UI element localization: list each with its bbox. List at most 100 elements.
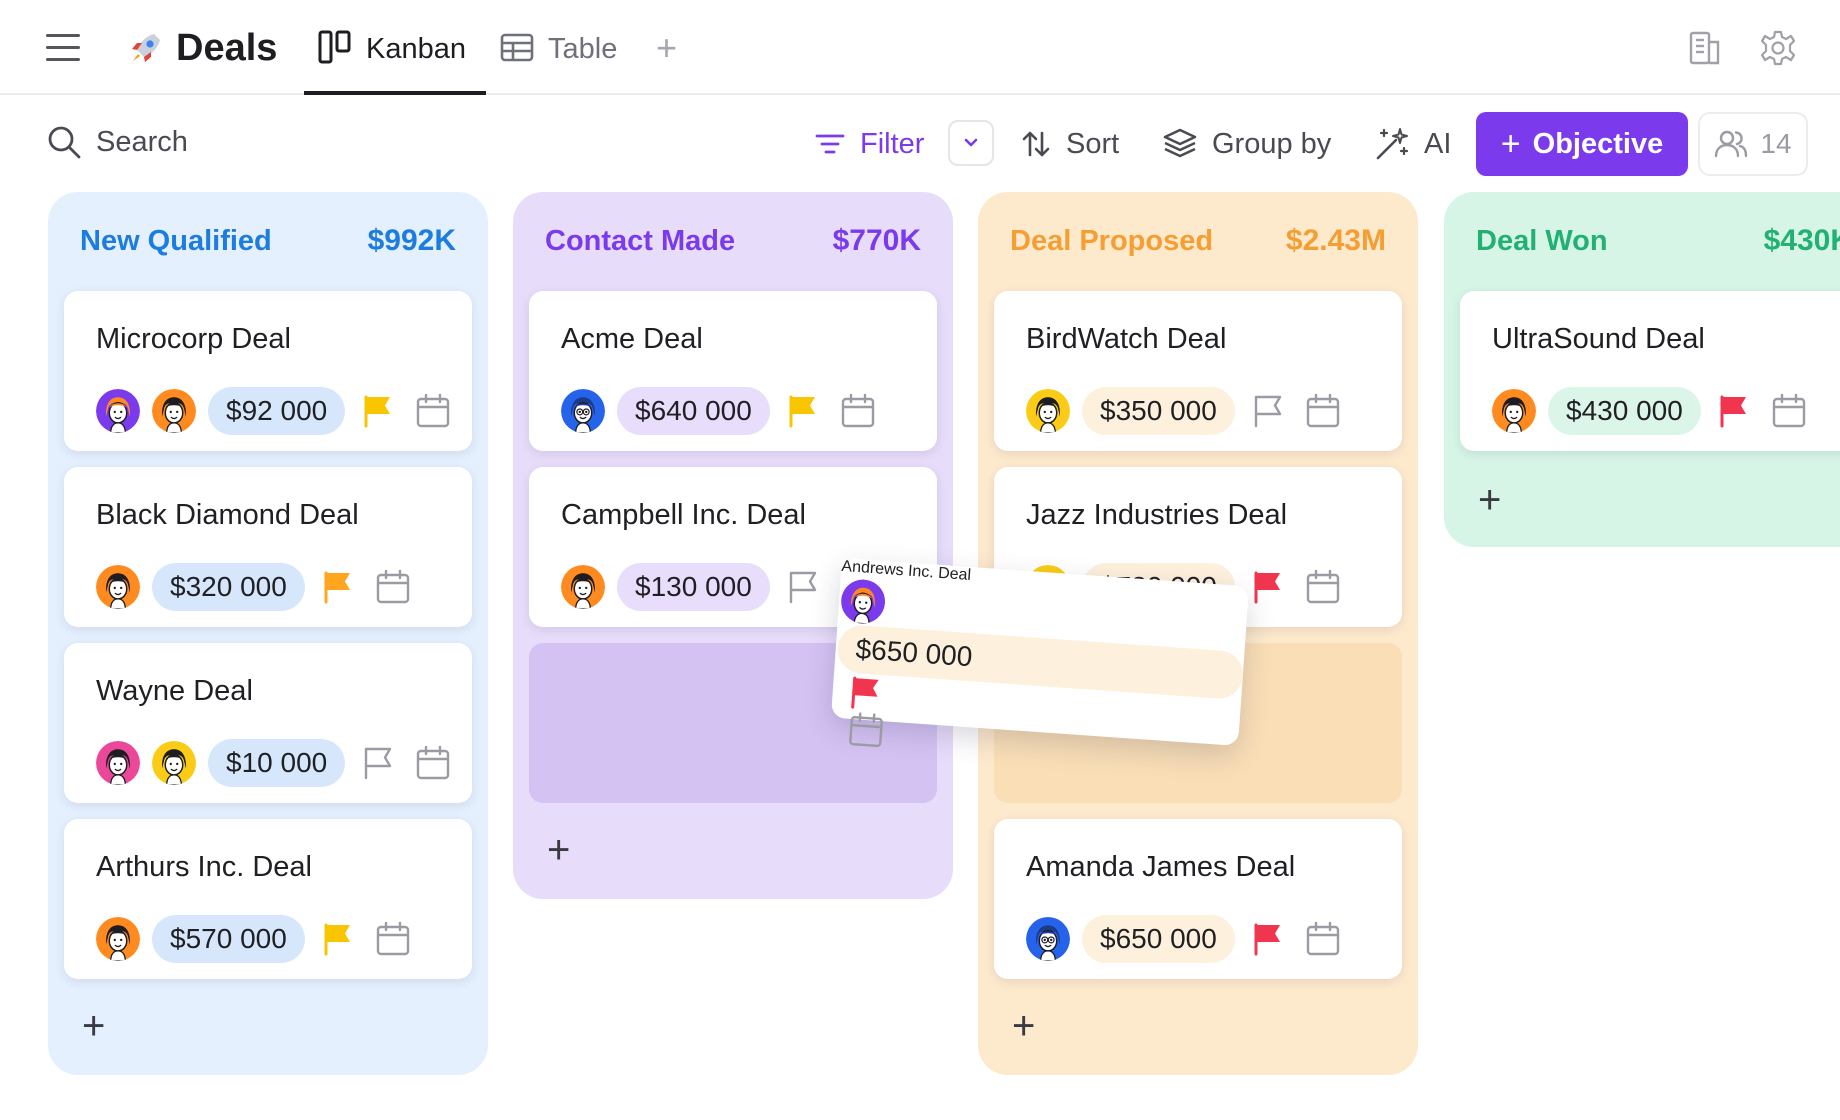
calendar-icon[interactable]: [375, 921, 411, 957]
tab-label: Kanban: [366, 33, 466, 65]
avatar: [837, 575, 889, 628]
calendar-icon[interactable]: [415, 393, 451, 429]
deal-amount: $430 000: [1548, 387, 1701, 435]
group-by-button[interactable]: Group by: [1162, 122, 1331, 166]
deal-card[interactable]: Wayne Deal $10 000: [64, 643, 472, 803]
column-title: Deal Proposed: [1010, 224, 1214, 257]
add-objective-button[interactable]: + Objective: [1476, 112, 1688, 176]
filter-label: Filter: [860, 127, 925, 160]
deal-card[interactable]: UltraSound Deal $430 000: [1460, 291, 1840, 451]
flag-icon[interactable]: [319, 920, 357, 958]
deal-meta-row: $10 000: [94, 739, 451, 787]
deal-amount: $350 000: [1082, 387, 1235, 435]
deal-amount: $650 000: [1082, 915, 1235, 963]
deal-amount: $10 000: [208, 739, 346, 787]
deal-meta-row: $640 000: [559, 387, 876, 435]
deal-title: Acme Deal: [561, 323, 703, 355]
avatar: [94, 915, 142, 963]
filter-icon: [815, 134, 845, 154]
search-field[interactable]: Search: [46, 124, 188, 160]
members-count: 14: [1760, 128, 1792, 159]
ai-label: AI: [1424, 127, 1452, 160]
gear-icon[interactable]: [1758, 28, 1798, 68]
column-total: $430K: [1763, 224, 1840, 257]
sort-label: Sort: [1066, 127, 1120, 160]
avatar: [1024, 387, 1072, 435]
calendar-icon[interactable]: [847, 711, 885, 749]
calendar-icon[interactable]: [1305, 393, 1341, 429]
tab-kanban[interactable]: Kanban: [304, 22, 486, 95]
deal-card[interactable]: Microcorp Deal $92 000: [64, 291, 472, 451]
add-card-button[interactable]: +: [82, 1004, 106, 1048]
search-icon: [48, 126, 81, 159]
plus-icon: +: [1500, 125, 1521, 163]
tab-label: Table: [548, 33, 618, 65]
filter-dropdown-button[interactable]: [948, 120, 994, 166]
ai-button[interactable]: AI: [1374, 122, 1451, 166]
flag-icon[interactable]: [359, 744, 397, 782]
deal-meta-row: $650 000: [829, 575, 1248, 774]
deal-meta-row: $92 000: [94, 387, 451, 435]
column-title: Deal Won: [1476, 224, 1608, 257]
deal-amount: $92 000: [208, 387, 346, 435]
avatar: [559, 563, 607, 611]
sort-button[interactable]: Sort: [1020, 122, 1119, 166]
deal-title: Jazz Industries Deal: [1026, 499, 1288, 531]
deal-card[interactable]: Amanda James Deal $650 000: [994, 819, 1402, 979]
flag-icon[interactable]: [319, 568, 357, 606]
deal-meta-row: $650 000: [1024, 915, 1341, 963]
deal-amount: $320 000: [152, 563, 305, 611]
add-card-button[interactable]: +: [1478, 478, 1502, 522]
deal-card[interactable]: Acme Deal $640 000: [529, 291, 937, 451]
avatar: [150, 739, 198, 787]
magic-wand-icon: [1376, 128, 1409, 160]
flag-icon[interactable]: [1249, 568, 1287, 606]
deal-card[interactable]: BirdWatch Deal $350 000: [994, 291, 1402, 451]
flag-icon[interactable]: [1249, 920, 1287, 958]
members-button[interactable]: 14: [1698, 112, 1808, 176]
search-label: Search: [96, 125, 188, 158]
flag-icon[interactable]: [784, 568, 822, 606]
sort-icon: [1022, 131, 1050, 157]
calendar-icon[interactable]: [1305, 569, 1341, 605]
add-view-button[interactable]: +: [656, 27, 678, 68]
avatar: [1490, 387, 1538, 435]
flag-icon[interactable]: [1715, 392, 1753, 430]
deal-card[interactable]: Black Diamond Deal $320 000: [64, 467, 472, 627]
objective-label: Objective: [1532, 127, 1664, 160]
column-header: New Qualified $992K: [80, 224, 456, 258]
add-card-button[interactable]: +: [1012, 1004, 1036, 1048]
add-card-button[interactable]: +: [547, 828, 571, 872]
column-title: New Qualified: [80, 224, 272, 257]
app-title: Deals: [126, 24, 277, 72]
calendar-icon[interactable]: [1771, 393, 1807, 429]
dragging-deal-card[interactable]: Andrews Inc. Deal $650 000: [830, 557, 1250, 748]
kanban-column: Contact Made $770K Acme Deal $640 000 Campb…: [513, 192, 953, 899]
menu-icon[interactable]: [46, 34, 82, 62]
calendar-icon[interactable]: [840, 393, 876, 429]
kanban-column: Deal Won $430K UltraSound Deal $430 000 +: [1444, 192, 1840, 547]
deal-meta-row: $570 000: [94, 915, 411, 963]
deal-title: Arthurs Inc. Deal: [96, 851, 312, 883]
avatar: [150, 387, 198, 435]
avatar: [559, 387, 607, 435]
calendar-icon[interactable]: [1305, 921, 1341, 957]
kanban-icon: [318, 30, 351, 64]
flag-icon[interactable]: [1249, 392, 1287, 430]
flag-icon[interactable]: [784, 392, 822, 430]
avatar: [1024, 915, 1072, 963]
document-icon[interactable]: [1686, 28, 1726, 68]
column-header: Deal Proposed $2.43M: [1010, 224, 1386, 258]
calendar-icon[interactable]: [375, 569, 411, 605]
calendar-icon[interactable]: [415, 745, 451, 781]
deal-card[interactable]: Arthurs Inc. Deal $570 000: [64, 819, 472, 979]
tab-table[interactable]: Table: [500, 22, 617, 95]
flag-icon[interactable]: [845, 673, 886, 714]
table-icon: [500, 33, 534, 62]
top-bar: Deals Kanban Table +: [0, 0, 1840, 95]
page-title: Deals: [176, 27, 278, 69]
deal-meta-row: $320 000: [94, 563, 411, 611]
filter-button[interactable]: Filter: [814, 122, 924, 166]
flag-icon[interactable]: [359, 392, 397, 430]
deal-title: Wayne Deal: [96, 675, 253, 707]
